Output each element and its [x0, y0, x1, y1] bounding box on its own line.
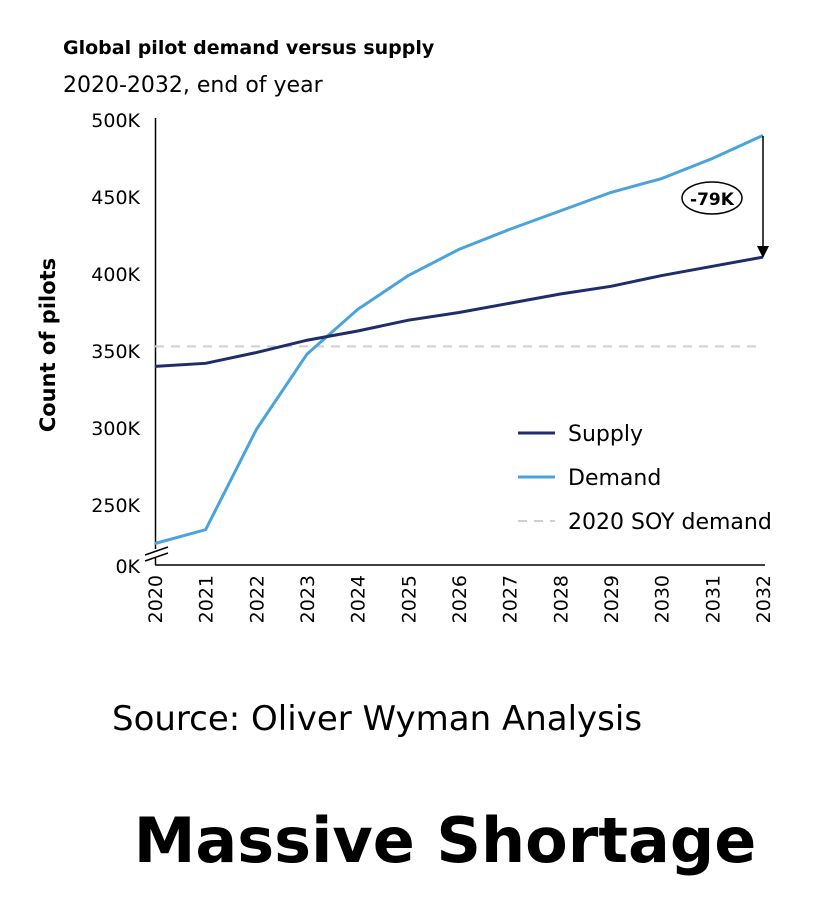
chart-title: Global pilot demand versus supply: [63, 37, 435, 59]
y-axis-label: Count of pilots: [36, 258, 60, 432]
gap-annotation: -79K: [681, 136, 769, 258]
x-tick-label: 2024: [348, 575, 370, 623]
x-tick-label: 2031: [702, 575, 724, 623]
y-tick-label: 250K: [91, 495, 140, 517]
x-tick-label: 2020: [145, 575, 167, 623]
x-tick-label: 2030: [652, 575, 674, 623]
x-tick-label: 2029: [601, 575, 623, 623]
y-tick-label: 450K: [91, 187, 140, 209]
arrow-down-icon: [757, 246, 769, 258]
x-tick-label: 2025: [398, 575, 420, 623]
gap-label: -79K: [690, 190, 735, 210]
x-tick-label: 2028: [550, 575, 572, 623]
legend-label: Demand: [568, 466, 661, 491]
x-tick-label: 2032: [753, 575, 775, 623]
x-tick-label: 2023: [297, 575, 319, 623]
y-tick-label: 500K: [91, 110, 140, 132]
series-line-demand: [154, 134, 764, 545]
source-text: Source: Oliver Wyman Analysis: [112, 699, 642, 739]
series-line-supply: [154, 255, 764, 368]
x-tick-label: 2027: [500, 575, 522, 623]
y-tick-label-zero: 0K: [115, 556, 140, 578]
x-tick-label: 2021: [196, 575, 218, 623]
legend-label: 2020 SOY demand: [568, 510, 772, 535]
chart-subtitle: 2020-2032, end of year: [63, 73, 324, 98]
legend: Supply Demand 2020 SOY demand: [518, 422, 772, 535]
x-tick-label: 2022: [246, 575, 268, 623]
headline: Massive Shortage: [134, 804, 757, 877]
y-tick-label: 300K: [91, 418, 140, 440]
x-tick-label: 2026: [449, 575, 471, 623]
axis-break-icon: [140, 546, 170, 562]
y-tick-label: 400K: [91, 264, 140, 286]
y-tick-label: 350K: [91, 341, 140, 363]
legend-label: Supply: [568, 422, 643, 447]
